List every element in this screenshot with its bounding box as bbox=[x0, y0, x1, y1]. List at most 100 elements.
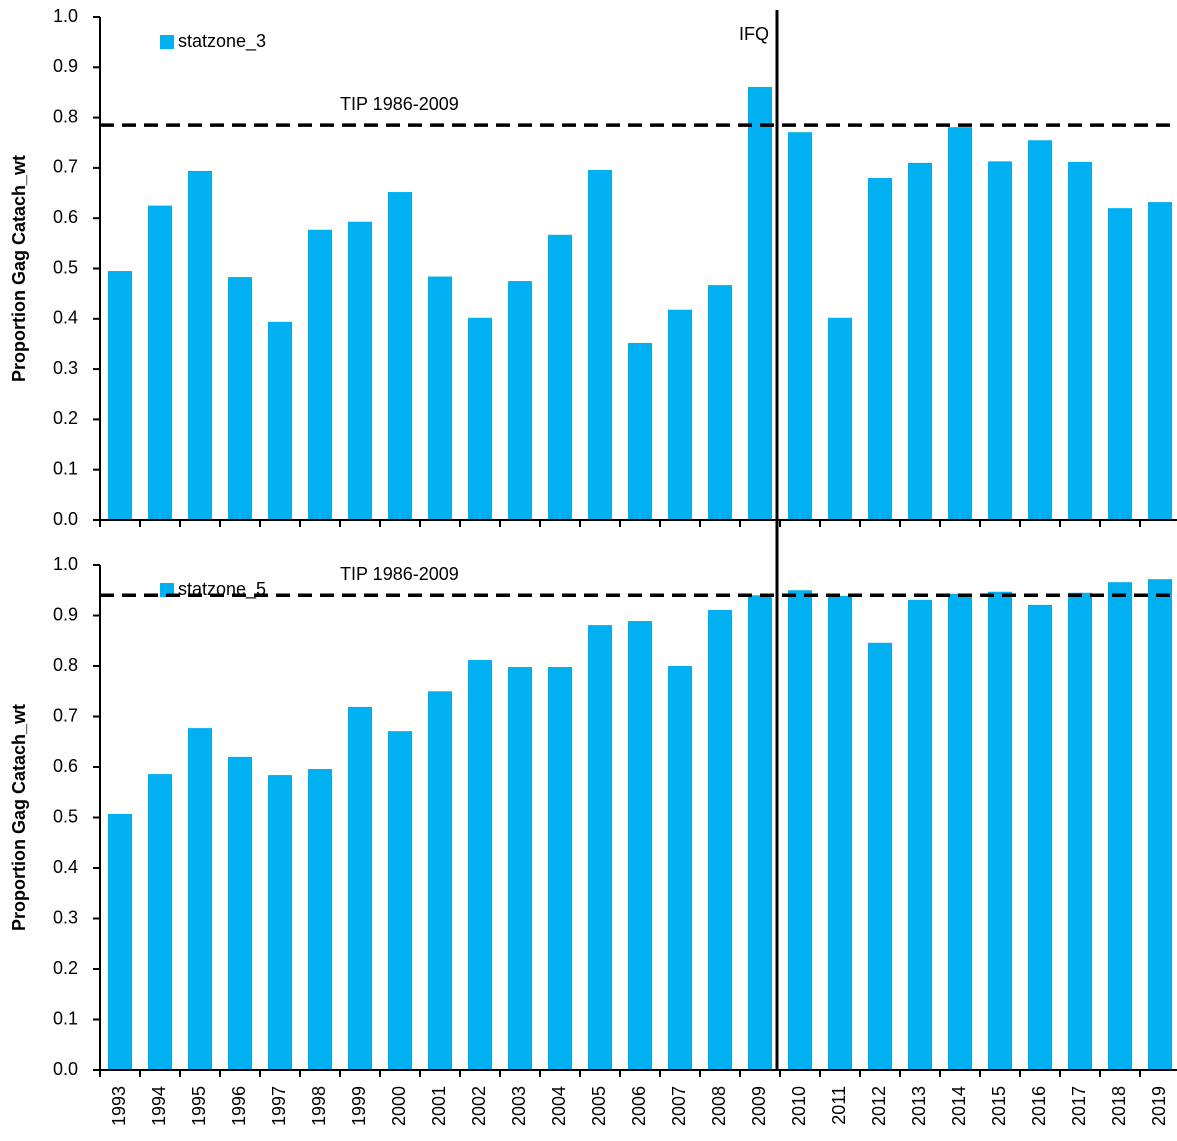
x-tick-label: 2003 bbox=[509, 1086, 529, 1126]
x-tick-label: 2001 bbox=[429, 1086, 449, 1126]
bar bbox=[868, 177, 892, 520]
bar bbox=[748, 86, 772, 521]
x-tick-label: 2017 bbox=[1069, 1086, 1089, 1126]
bar bbox=[388, 192, 412, 520]
y-tick-label: 0.9 bbox=[53, 604, 78, 624]
bar bbox=[988, 591, 1012, 1070]
bar bbox=[548, 234, 572, 520]
bar bbox=[188, 170, 212, 520]
bar bbox=[508, 667, 532, 1070]
legend-swatch bbox=[160, 583, 174, 597]
y-tick-label: 0.7 bbox=[53, 705, 78, 725]
bar bbox=[908, 162, 932, 520]
x-tick-label: 2009 bbox=[749, 1086, 769, 1126]
bar bbox=[228, 277, 252, 520]
bar bbox=[388, 731, 412, 1070]
y-tick-label: 0.3 bbox=[53, 358, 78, 378]
y-axis-label: Proportion Gag Catach_wt bbox=[9, 155, 29, 382]
y-tick-label: 0.1 bbox=[53, 1008, 78, 1028]
x-tick-label: 2011 bbox=[829, 1086, 849, 1125]
bar bbox=[588, 169, 612, 521]
x-tick-label: 2016 bbox=[1029, 1086, 1049, 1126]
bar bbox=[948, 127, 972, 521]
bar bbox=[1148, 202, 1172, 520]
x-tick-label: 1998 bbox=[309, 1086, 329, 1126]
x-tick-label: 2008 bbox=[709, 1086, 729, 1126]
y-tick-label: 0.6 bbox=[53, 207, 78, 227]
y-tick-label: 1.0 bbox=[53, 6, 78, 26]
y-tick-label: 0.7 bbox=[53, 157, 78, 177]
x-tick-label: 1994 bbox=[149, 1086, 169, 1126]
y-tick-label: 0.5 bbox=[53, 806, 78, 826]
x-tick-label: 2000 bbox=[389, 1086, 409, 1126]
bar bbox=[508, 281, 532, 520]
legend-label: statzone_3 bbox=[178, 31, 266, 52]
y-tick-label: 0.6 bbox=[53, 756, 78, 776]
bar bbox=[268, 775, 292, 1070]
bar bbox=[148, 774, 172, 1070]
y-tick-label: 0.5 bbox=[53, 257, 78, 277]
bar bbox=[708, 609, 732, 1070]
bar bbox=[988, 161, 1012, 520]
bar bbox=[668, 309, 692, 520]
y-tick-label: 0.9 bbox=[53, 56, 78, 76]
bar bbox=[948, 593, 972, 1070]
bar bbox=[1028, 140, 1052, 521]
bar bbox=[228, 756, 252, 1070]
bar bbox=[788, 590, 812, 1070]
bar bbox=[788, 132, 812, 520]
bar bbox=[828, 317, 852, 520]
y-tick-label: 1.0 bbox=[53, 554, 78, 574]
bar bbox=[188, 728, 212, 1070]
x-tick-label: 2007 bbox=[669, 1086, 689, 1126]
bar bbox=[1068, 161, 1092, 520]
x-tick-label: 2005 bbox=[589, 1086, 609, 1126]
bar bbox=[868, 642, 892, 1070]
y-tick-label: 0.4 bbox=[53, 857, 78, 877]
y-tick-label: 0.0 bbox=[53, 1059, 78, 1079]
y-tick-label: 0.0 bbox=[53, 509, 78, 529]
x-tick-label: 2015 bbox=[989, 1086, 1009, 1126]
y-axis-label: Proportion Gag Catach_wt bbox=[9, 704, 29, 931]
x-tick-label: 2006 bbox=[629, 1086, 649, 1126]
reference-label: TIP 1986-2009 bbox=[340, 564, 459, 584]
bar bbox=[148, 205, 172, 520]
bar bbox=[308, 769, 332, 1070]
x-tick-label: 1996 bbox=[229, 1086, 249, 1126]
x-tick-label: 1995 bbox=[189, 1086, 209, 1126]
bar bbox=[668, 666, 692, 1070]
y-tick-label: 0.3 bbox=[53, 907, 78, 927]
bar bbox=[348, 221, 372, 520]
x-tick-label: 2019 bbox=[1149, 1086, 1169, 1126]
y-tick-label: 0.8 bbox=[53, 106, 78, 126]
bar bbox=[748, 595, 772, 1070]
bar bbox=[628, 342, 652, 520]
bar bbox=[428, 276, 452, 520]
x-tick-label: 2018 bbox=[1109, 1086, 1129, 1126]
bar bbox=[348, 706, 372, 1070]
bar bbox=[908, 599, 932, 1070]
bar bbox=[468, 659, 492, 1070]
bar bbox=[108, 271, 132, 520]
x-tick-label: 2004 bbox=[549, 1086, 569, 1126]
bar bbox=[828, 595, 852, 1070]
x-tick-label: 2013 bbox=[909, 1086, 929, 1126]
bar bbox=[1068, 592, 1092, 1070]
y-tick-label: 0.4 bbox=[53, 308, 78, 328]
bar bbox=[708, 285, 732, 520]
y-tick-label: 0.2 bbox=[53, 958, 78, 978]
x-tick-label: 1997 bbox=[269, 1086, 289, 1126]
y-tick-label: 0.8 bbox=[53, 655, 78, 675]
bar bbox=[548, 667, 572, 1070]
x-tick-label: 2010 bbox=[789, 1086, 809, 1126]
bar bbox=[308, 229, 332, 521]
bar bbox=[628, 621, 652, 1070]
reference-label: TIP 1986-2009 bbox=[340, 94, 459, 114]
bar bbox=[1028, 604, 1052, 1070]
x-tick-label: 2012 bbox=[869, 1086, 889, 1126]
bar bbox=[1148, 579, 1172, 1070]
y-tick-label: 0.1 bbox=[53, 458, 78, 478]
x-tick-label: 1993 bbox=[109, 1086, 129, 1126]
x-tick-label: 2002 bbox=[469, 1086, 489, 1126]
bar bbox=[588, 625, 612, 1070]
